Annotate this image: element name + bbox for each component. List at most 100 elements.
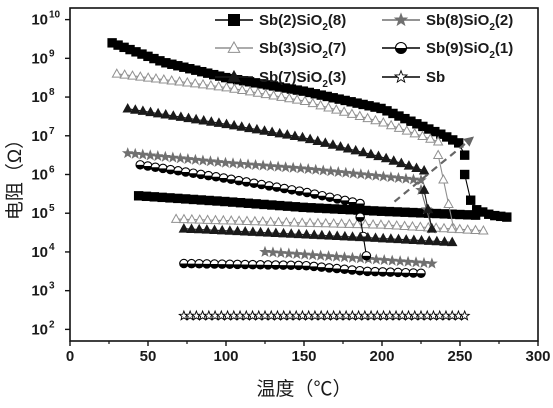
data-point [228, 119, 240, 130]
data-point [259, 125, 270, 135]
data-point [157, 192, 167, 203]
data-point [282, 129, 293, 139]
data-point [478, 224, 489, 235]
data-point [158, 163, 168, 174]
data-point [338, 251, 351, 263]
data-point [221, 118, 232, 129]
data-point [274, 127, 285, 138]
data-point [252, 87, 264, 97]
data-point [337, 204, 348, 215]
data-point [297, 131, 308, 142]
data-point [324, 165, 337, 177]
data-point [244, 85, 256, 96]
data-point [127, 70, 138, 80]
data-point [408, 234, 420, 245]
data-point [233, 215, 245, 225]
data-point [167, 151, 179, 163]
data-point [135, 71, 146, 81]
data-point [234, 157, 247, 169]
data-point [306, 203, 316, 213]
data-point [229, 83, 240, 93]
data-point [455, 209, 465, 220]
data-point [316, 229, 328, 240]
data-point [251, 123, 263, 134]
data-point [416, 268, 426, 278]
data-point [267, 200, 277, 210]
data-point [256, 179, 267, 190]
data-point [454, 138, 464, 148]
data-point [247, 226, 259, 236]
y-tick-label: 10 [31, 50, 48, 67]
data-point [212, 196, 222, 206]
data-point [308, 229, 320, 239]
y-axis-title: 电阻（Ω） [4, 130, 26, 220]
x-tick-label: 100 [213, 348, 238, 365]
legend-label: Sb(9)SiO2(1) [426, 40, 513, 61]
data-point [270, 227, 282, 238]
data-point [298, 202, 308, 213]
data-point [294, 186, 305, 196]
data-point [285, 228, 297, 238]
data-point [282, 201, 293, 211]
data-point [314, 249, 327, 261]
data-point [378, 267, 388, 277]
y-tick-label: 10 [31, 128, 48, 145]
data-point [328, 217, 339, 228]
data-point [289, 216, 300, 227]
data-point [188, 194, 199, 205]
data-point [173, 166, 183, 176]
data-point [385, 171, 397, 183]
legend-label: Sb(7)SiO2(3) [259, 69, 346, 90]
x-tick-label: 50 [140, 348, 157, 365]
data-point [182, 76, 193, 87]
data-point [355, 198, 365, 209]
data-point [193, 223, 205, 234]
data-point [152, 107, 164, 118]
data-point [242, 158, 254, 170]
data-point [278, 227, 289, 238]
legend-item: Sb(7)SiO2(3) [215, 69, 346, 90]
data-point [196, 195, 207, 205]
data-point [165, 164, 176, 175]
data-point [141, 191, 152, 202]
data-point [273, 216, 284, 226]
data-point [235, 197, 246, 208]
data-point [380, 152, 392, 163]
data-point [396, 157, 407, 168]
data-point [121, 147, 134, 159]
data-point [355, 168, 367, 180]
data-point [383, 219, 395, 230]
data-point [130, 104, 141, 114]
series-layer [107, 38, 512, 321]
data-point [264, 160, 277, 172]
data-point [304, 133, 316, 144]
data-point [418, 184, 430, 194]
data-point [312, 135, 323, 145]
data-point [287, 161, 299, 173]
data-point [289, 130, 301, 140]
data-point [339, 264, 350, 275]
legend-marker [227, 69, 241, 82]
x-axis: 0 50 100 150 200 250 300 [66, 341, 551, 365]
data-point [293, 228, 305, 239]
data-point [218, 173, 229, 183]
data-point [136, 148, 149, 160]
data-point [249, 215, 261, 226]
data-point [227, 197, 238, 207]
x-tick-label: 250 [447, 348, 472, 365]
data-point [290, 202, 301, 212]
data-point [454, 223, 466, 234]
data-point [301, 228, 312, 239]
data-point [263, 260, 273, 270]
data-point [336, 218, 347, 228]
data-point [180, 167, 191, 177]
data-point [325, 192, 335, 203]
data-point [386, 254, 399, 266]
data-point [183, 112, 194, 123]
data-point [376, 206, 387, 216]
data-point [459, 169, 470, 180]
data-point [347, 167, 360, 179]
data-point [384, 206, 395, 217]
